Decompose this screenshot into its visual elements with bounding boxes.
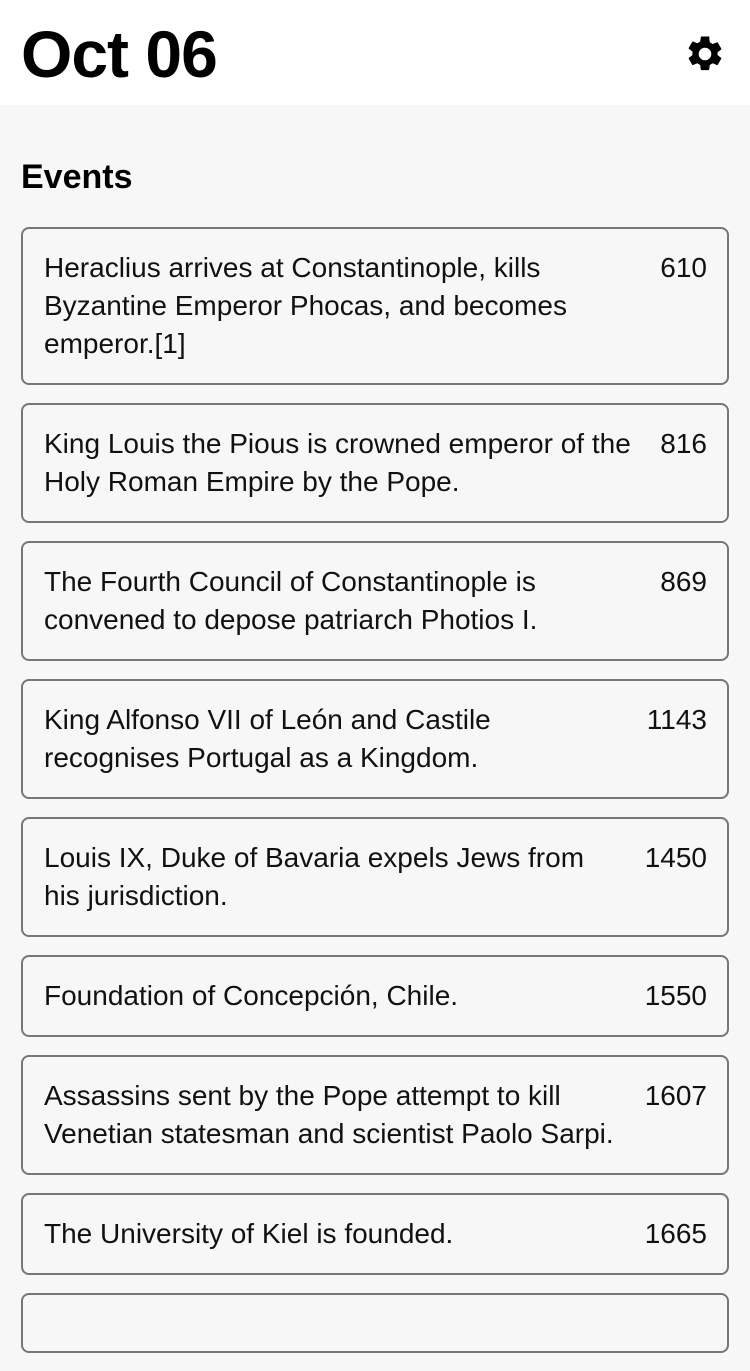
event-text: Assassins sent by the Pope attempt to ki…: [44, 1080, 614, 1149]
event-text: Heraclius arrives at Constantinople, kil…: [44, 252, 567, 359]
event-card[interactable]: Louis IX, Duke of Bavaria expels Jews fr…: [21, 817, 729, 937]
event-card[interactable]: Assassins sent by the Pope attempt to ki…: [21, 1055, 729, 1175]
event-card[interactable]: Foundation of Concepción, Chile. 1550: [21, 955, 729, 1037]
event-text: King Alfonso VII of León and Castile rec…: [44, 704, 491, 773]
event-text: King Louis the Pious is crowned emperor …: [44, 428, 631, 497]
event-text: Louis IX, Duke of Bavaria expels Jews fr…: [44, 842, 585, 911]
event-card[interactable]: King Louis the Pious is crowned emperor …: [21, 403, 729, 523]
event-text: Foundation of Concepción, Chile.: [44, 980, 459, 1011]
events-list: Heraclius arrives at Constantinople, kil…: [21, 227, 729, 1371]
section-title: Events: [21, 158, 133, 196]
event-year: 610: [660, 252, 707, 283]
event-card[interactable]: Heraclius arrives at Constantinople, kil…: [21, 227, 729, 385]
event-text: The Fourth Council of Constantinople is …: [44, 566, 538, 635]
event-card[interactable]: [21, 1293, 729, 1353]
event-year: 1143: [646, 704, 707, 735]
event-year: 1450: [644, 842, 707, 873]
event-card[interactable]: The Fourth Council of Constantinople is …: [21, 541, 729, 661]
event-card[interactable]: King Alfonso VII of León and Castile rec…: [21, 679, 729, 799]
event-year: 1550: [644, 980, 707, 1011]
event-text: [44, 1315, 707, 1331]
event-text: The University of Kiel is founded.: [44, 1218, 454, 1249]
event-card[interactable]: The University of Kiel is founded. 1665: [21, 1193, 729, 1275]
header: Oct 06: [0, 0, 750, 105]
event-year: 1665: [644, 1218, 707, 1249]
page-title: Oct 06: [21, 17, 218, 91]
gear-icon[interactable]: [684, 33, 726, 75]
event-year: 869: [660, 566, 707, 597]
event-year: 1607: [644, 1080, 707, 1111]
event-year: 816: [660, 428, 707, 459]
